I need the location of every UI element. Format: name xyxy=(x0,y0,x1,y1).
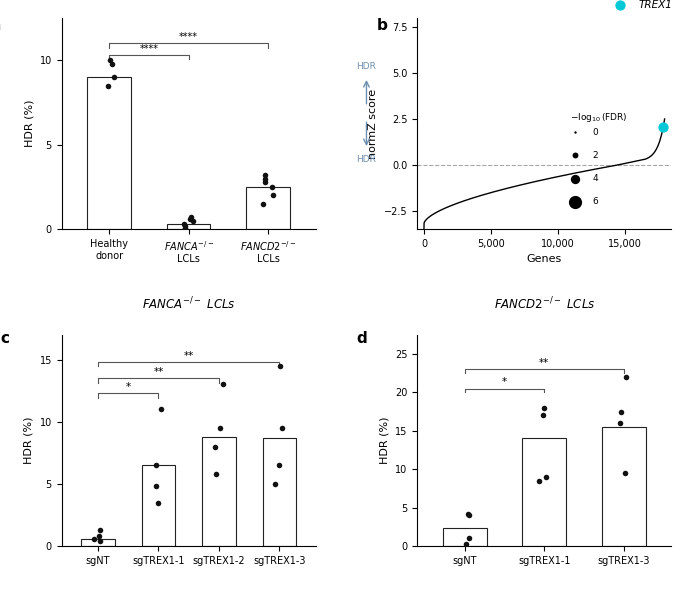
Point xyxy=(258,199,269,209)
Point xyxy=(178,220,189,229)
Bar xyxy=(246,187,290,229)
Point xyxy=(268,191,279,200)
Text: ****: **** xyxy=(179,32,198,43)
Point xyxy=(88,534,99,544)
Y-axis label: normZ score: normZ score xyxy=(369,89,378,158)
Text: ****: **** xyxy=(140,44,158,55)
Point xyxy=(419,158,429,167)
Text: 0: 0 xyxy=(593,128,598,137)
Point xyxy=(151,460,162,470)
X-axis label: Genes: Genes xyxy=(527,254,562,265)
Point xyxy=(184,214,195,224)
Text: **: ** xyxy=(153,367,164,377)
Point xyxy=(539,403,550,413)
Title: $FANCD2^{-/-}$ LCLs: $FANCD2^{-/-}$ LCLs xyxy=(494,296,595,313)
Point xyxy=(658,122,669,131)
Text: b: b xyxy=(377,18,388,33)
Point xyxy=(210,469,221,479)
Point xyxy=(109,73,120,82)
Bar xyxy=(88,77,131,229)
Point xyxy=(259,170,270,180)
Bar xyxy=(142,465,175,546)
Bar xyxy=(523,439,566,546)
Point xyxy=(217,380,228,389)
Text: 4: 4 xyxy=(593,174,598,183)
Point xyxy=(464,511,475,520)
Bar xyxy=(263,438,296,546)
Point xyxy=(105,55,116,65)
Point xyxy=(419,140,429,150)
Text: *: * xyxy=(502,377,507,388)
Text: **: ** xyxy=(539,358,549,368)
Point xyxy=(259,174,270,184)
Point xyxy=(179,221,190,230)
Point xyxy=(151,482,162,491)
Point xyxy=(274,460,285,470)
Text: $-\log_{10}$(FDR): $-\log_{10}$(FDR) xyxy=(570,110,627,124)
Point xyxy=(210,442,221,451)
Point xyxy=(463,509,474,518)
Point xyxy=(215,423,226,433)
Point xyxy=(541,472,552,482)
Text: **: ** xyxy=(184,351,194,361)
Bar xyxy=(82,539,114,546)
Point xyxy=(179,223,190,232)
Point xyxy=(187,216,198,226)
Text: d: d xyxy=(356,331,367,346)
Point xyxy=(460,539,471,549)
Title: $FANCA^{-/-}$ LCLs: $FANCA^{-/-}$ LCLs xyxy=(142,296,236,313)
Y-axis label: HDR (%): HDR (%) xyxy=(24,100,34,148)
Text: a: a xyxy=(0,18,1,33)
Text: 6: 6 xyxy=(593,197,598,206)
Text: 2: 2 xyxy=(593,151,598,160)
Text: HDR: HDR xyxy=(356,62,377,71)
Text: *: * xyxy=(125,382,131,392)
Point xyxy=(94,531,105,541)
Point xyxy=(419,156,429,166)
Point xyxy=(277,423,288,433)
Y-axis label: HDR (%): HDR (%) xyxy=(379,416,390,464)
Point xyxy=(419,154,429,163)
Point xyxy=(615,418,626,428)
Point xyxy=(270,479,281,488)
Point xyxy=(616,407,627,416)
Point xyxy=(534,476,545,485)
Y-axis label: HDR (%): HDR (%) xyxy=(24,416,34,464)
Point xyxy=(95,525,105,535)
Point xyxy=(155,404,166,414)
Text: c: c xyxy=(1,331,10,346)
Point xyxy=(620,468,631,478)
Point xyxy=(106,59,117,68)
Point xyxy=(419,152,429,161)
Point xyxy=(95,536,105,546)
Bar xyxy=(202,437,236,546)
Text: HDR: HDR xyxy=(356,155,377,164)
Point xyxy=(621,372,632,382)
Bar xyxy=(167,224,210,229)
Bar xyxy=(602,427,645,546)
Text: TREX1: TREX1 xyxy=(638,1,672,10)
Point xyxy=(464,533,475,543)
Point xyxy=(538,410,549,420)
Point xyxy=(260,177,271,187)
Point xyxy=(186,212,197,222)
Bar xyxy=(443,529,487,546)
Point xyxy=(266,182,277,192)
Point xyxy=(275,361,286,371)
Point xyxy=(153,498,164,508)
Point xyxy=(102,81,113,91)
